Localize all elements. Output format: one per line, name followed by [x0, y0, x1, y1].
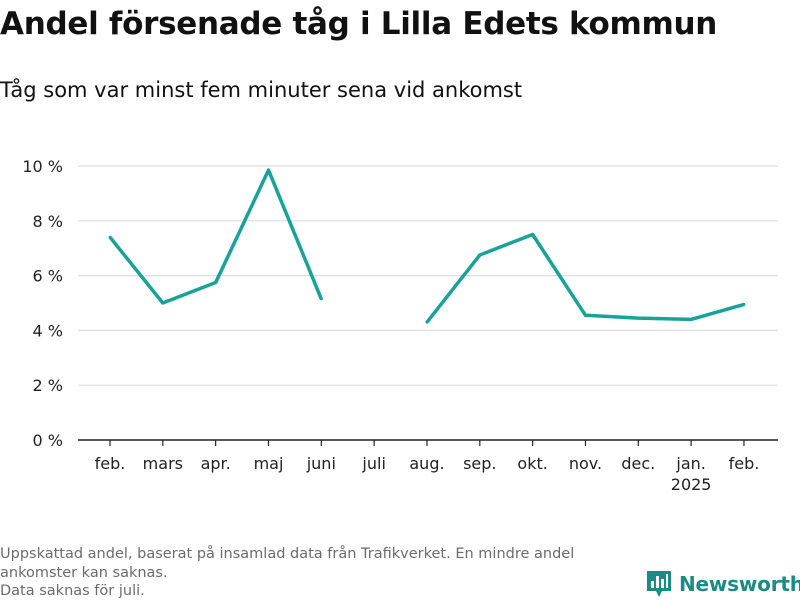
x-tick-label: jan.: [675, 454, 705, 473]
y-tick-label: 6 %: [33, 267, 63, 286]
data-point: [425, 320, 429, 324]
x-tick-label: maj: [254, 454, 284, 473]
bar-chart-icon: [647, 571, 671, 597]
line-chart: 0 % 2 % 4 % 6 % 8 % 10 % feb. mars apr. maj juni j…: [22, 157, 778, 494]
y-tick-label: 4 %: [33, 321, 63, 340]
data-point: [161, 301, 165, 305]
data-point: [478, 253, 482, 257]
x-tick-label: feb.: [95, 454, 126, 473]
y-axis-ticks: 0 % 2 % 4 % 6 % 8 % 10 %: [22, 157, 63, 450]
x-tick-sublabel: 2025: [671, 475, 712, 494]
x-tick-label: mars: [143, 454, 183, 473]
footnote-line: Data saknas för juli.: [0, 583, 145, 599]
x-axis-ticks: feb. mars apr. maj juni juli aug. sep. okt. nov. d…: [95, 440, 760, 494]
x-tick-label: nov.: [569, 454, 602, 473]
grid-lines: [78, 165, 778, 441]
data-point: [636, 316, 640, 320]
x-tick-label: sep.: [463, 454, 496, 473]
newsworthy-logo: Newsworthy: [645, 569, 800, 599]
chart-subtitle: Tåg som var minst fem minuter sena vid a…: [0, 78, 523, 102]
data-point: [108, 235, 112, 239]
data-point: [266, 168, 270, 172]
y-tick-label: 2 %: [33, 376, 63, 395]
data-point: [319, 297, 323, 301]
data-point: [214, 280, 218, 284]
x-tick-label: okt.: [517, 454, 547, 473]
x-tick-label: apr.: [201, 454, 231, 473]
data-point: [531, 233, 535, 236]
y-tick-label: 10 %: [22, 157, 63, 176]
x-tick-label: feb.: [729, 454, 760, 473]
brand-name: Newsworthy: [679, 572, 800, 596]
series-line: [425, 232, 745, 324]
y-tick-label: 8 %: [33, 212, 63, 231]
x-tick-label: juli: [361, 454, 385, 473]
x-tick-label: aug.: [409, 454, 444, 473]
y-tick-label: 0 %: [33, 431, 63, 450]
footnote-line: ankomster kan saknas.: [0, 564, 168, 581]
x-tick-label: juni: [306, 454, 336, 473]
chart-title: Andel försenade tåg i Lilla Edets kommun: [0, 6, 717, 42]
x-tick-label: dec.: [621, 454, 655, 473]
data-series: [108, 168, 746, 324]
data-point: [742, 302, 746, 306]
data-point: [689, 317, 693, 321]
footnote-line: Uppskattad andel, baserat på insamlad da…: [0, 546, 575, 562]
footnote: Uppskattad andel, baserat på insamlad da…: [0, 545, 640, 601]
data-point: [583, 313, 587, 317]
